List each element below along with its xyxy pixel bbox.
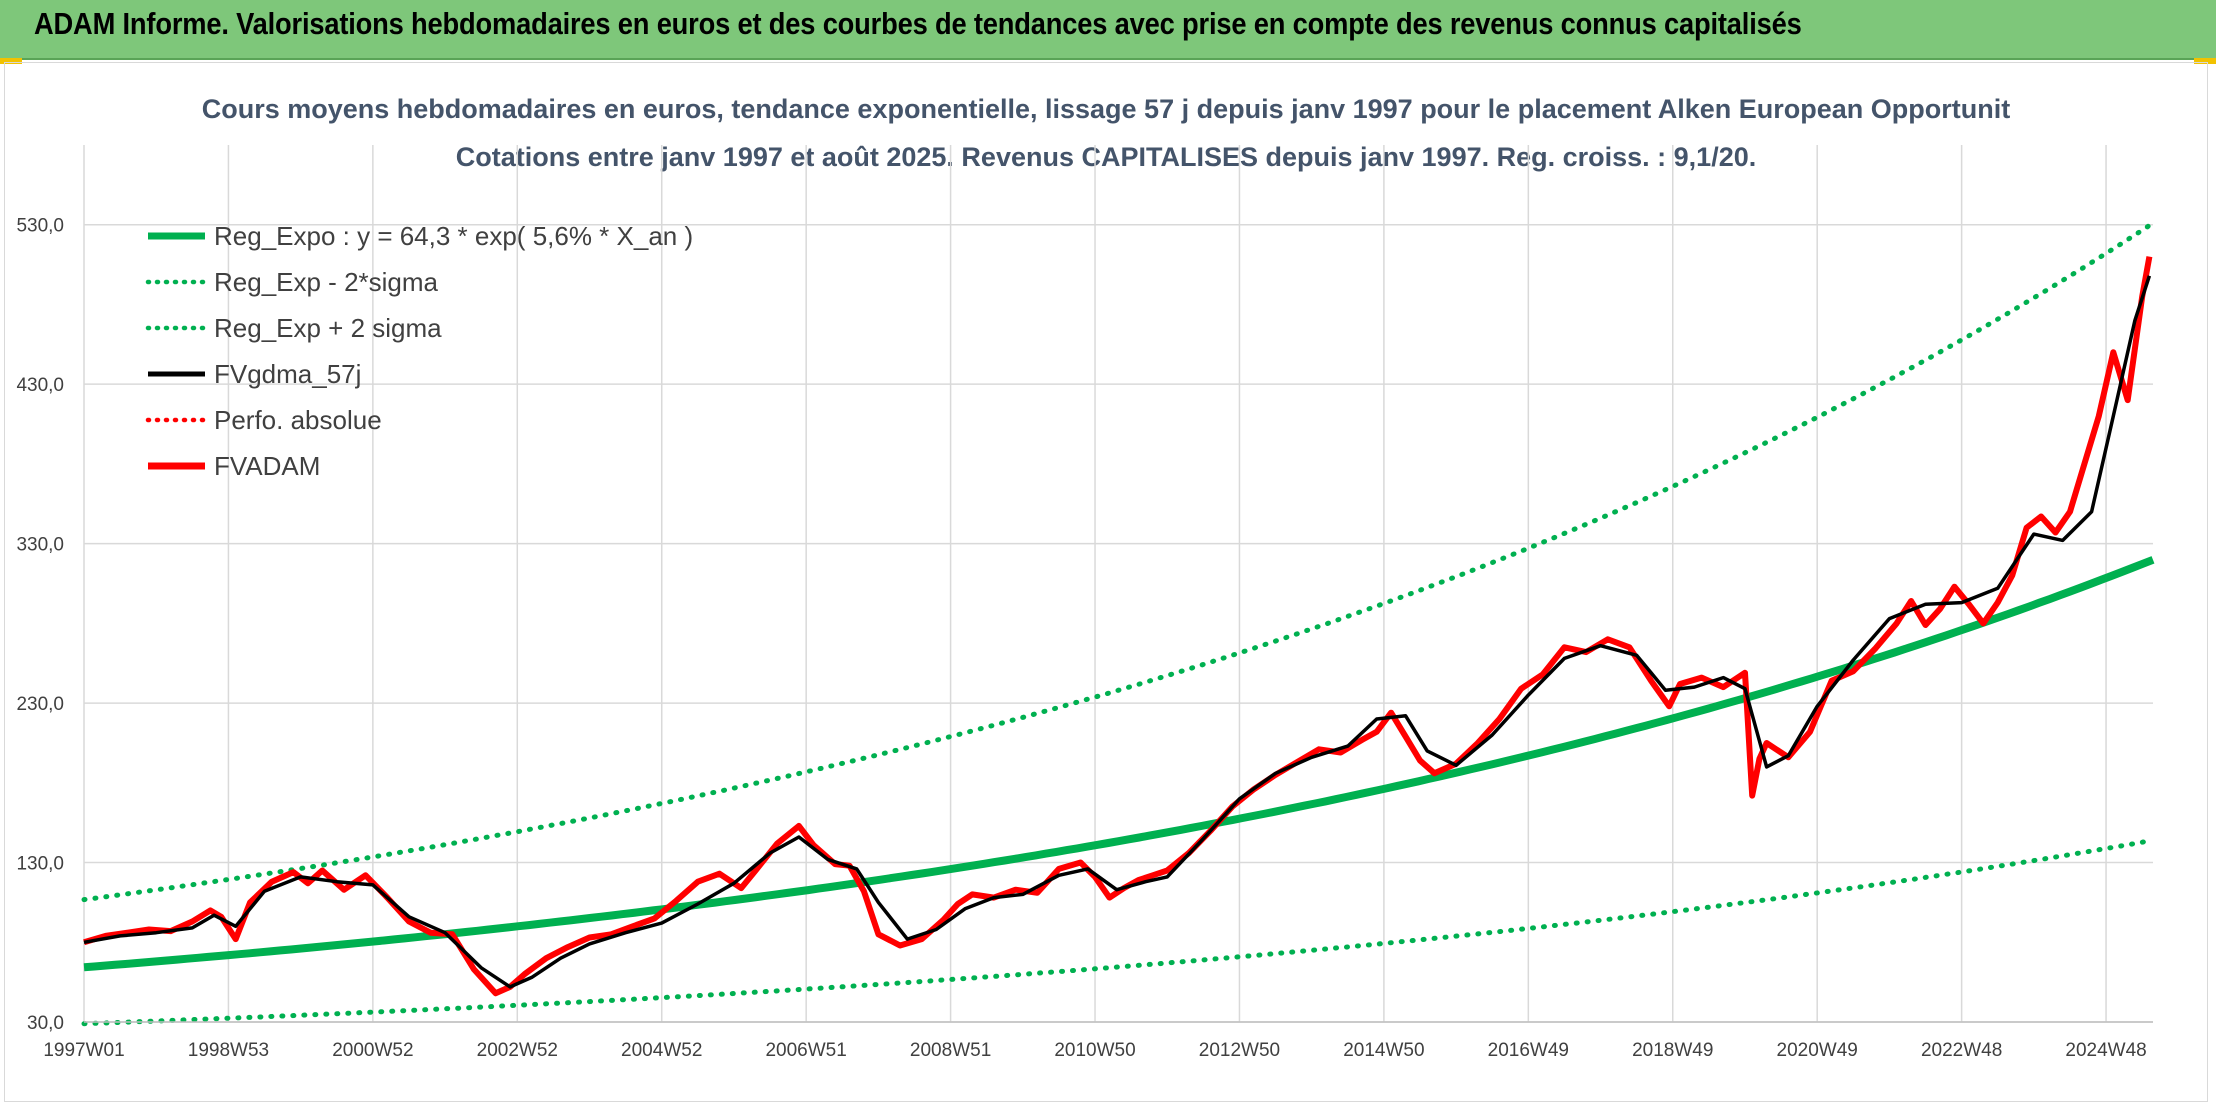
x-tick-label: 2006W51 [765,1040,846,1061]
x-tick-label: 2008W51 [910,1040,991,1061]
y-tick-label: 330,0 [16,535,64,556]
legend-label: Reg_Expo : y = 64,3 * exp( 5,6% * X_an ) [214,221,693,251]
x-tick-label: 2000W52 [332,1040,413,1061]
chart-title-line2: Cotations entre janv 1997 et août 2025. … [456,142,1756,172]
fvadam-series-line [83,256,2153,997]
legend-label: FVADAM [214,451,320,481]
x-tick-label: 2020W49 [1777,1040,1858,1061]
x-tick-label: 2024W48 [2065,1040,2146,1061]
x-tick-label: 2022W48 [1921,1040,2002,1061]
chart-frame [4,62,2208,1102]
corner-accent-right [2194,58,2216,64]
banner-title: ADAM Informe. Valorisations hebdomadaire… [34,6,1802,41]
fvgdma-57j-series-line [83,275,2152,989]
legend-label: FVgdma_57j [214,359,361,389]
x-tick-label: 2010W50 [1054,1040,1135,1061]
legend-label: Reg_Exp - 2*sigma [214,267,439,297]
x-tick-label: 1998W53 [188,1040,269,1061]
y-tick-label: 30,0 [27,1013,64,1034]
reg-exp-plus-2sigma-line [81,220,2156,903]
x-tick-label: 1997W01 [43,1040,124,1061]
x-tick-label: 2012W50 [1199,1040,1280,1061]
reg-exp-minus-2sigma-line [81,837,2156,1027]
x-tick-label: 2016W49 [1488,1040,1569,1061]
y-tick-label: 130,0 [16,854,64,875]
x-tick-label: 2014W50 [1343,1040,1424,1061]
x-tick-label: 2018W49 [1632,1040,1713,1061]
y-tick-label: 430,0 [16,375,64,396]
legend-label: Perfo. absolue [214,405,382,435]
chart-title-line1: Cours moyens hebdomadaires en euros, ten… [202,94,2011,124]
report-banner: ADAM Informe. Valorisations hebdomadaire… [0,0,2216,60]
x-tick-label: 2004W52 [621,1040,702,1061]
reg-expo-line [83,556,2155,972]
y-tick-label: 230,0 [16,694,64,715]
legend-label: Reg_Exp + 2 sigma [214,313,442,343]
x-tick-label: 2002W52 [477,1040,558,1061]
y-tick-label: 530,0 [16,216,64,237]
corner-accent-left [0,58,22,64]
